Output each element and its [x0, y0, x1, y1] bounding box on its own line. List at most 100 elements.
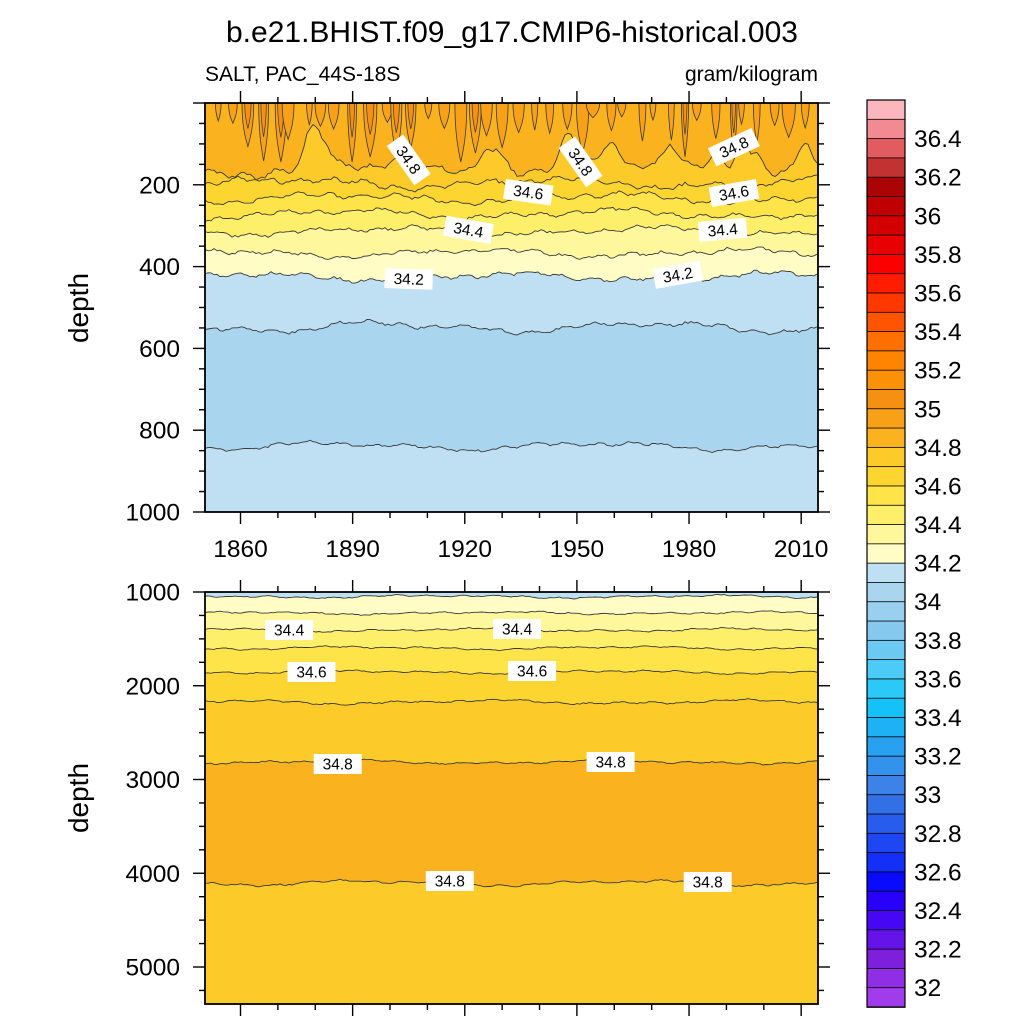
colorbar-box [866, 755, 906, 777]
x-axis-tick-label: 1860 [213, 536, 268, 563]
surface-plume [617, 103, 627, 118]
colorbar-box [866, 910, 906, 931]
colorbar-box [866, 601, 906, 622]
contour-label-text: 34.4 [452, 220, 485, 242]
contour-label: 34.6 [503, 178, 554, 206]
colorbar-box [866, 736, 906, 757]
fill-band [205, 879, 818, 1004]
surface-plume-core [471, 103, 479, 133]
surface-plume [454, 103, 468, 163]
y-axis-tick-label: 200 [139, 172, 180, 199]
contour-label-bg [313, 754, 362, 774]
panel-border [204, 591, 819, 1005]
contour-label-bg [493, 619, 542, 639]
colorbar-box [866, 620, 906, 642]
surface-plume [692, 103, 702, 122]
contour-line [205, 206, 818, 222]
colorbar-box [866, 813, 906, 835]
contour-line [205, 758, 818, 766]
colorbar-tick-label: 35.4 [914, 319, 962, 346]
contour-label: 34.4 [697, 217, 748, 242]
contour-label-bg [558, 136, 603, 188]
y-axis-tick-label: 1000 [125, 500, 180, 527]
y-axis-tick-label: 3000 [125, 767, 180, 794]
colorbar-box [866, 968, 906, 989]
contour-line [205, 698, 818, 706]
colorbar-box [866, 118, 906, 140]
colorbar-tick-label: 34.8 [914, 435, 962, 462]
colorbar-box [866, 987, 906, 1008]
contour-label-text: 34.8 [323, 757, 353, 774]
contour-label-bg [697, 217, 748, 242]
contour-label: 34.4 [265, 620, 314, 640]
contour-line [205, 246, 818, 260]
contour-label-bg [503, 178, 554, 206]
contour-line [205, 269, 818, 284]
surface-plume [781, 103, 796, 139]
y-axis-tick-label: 400 [139, 254, 180, 281]
contour-label-text: 34.4 [502, 622, 533, 639]
colorbar-box [866, 485, 906, 507]
surface-plume-core [392, 103, 400, 133]
contour-label: 34.8 [313, 754, 362, 774]
contour-label-bg [384, 268, 434, 290]
colorbar-tick-label: 35.6 [914, 281, 962, 308]
colorbar-tick-label: 34.6 [914, 474, 962, 501]
contour-label-text: 34.8 [693, 875, 723, 892]
colorbar-box [866, 890, 906, 912]
contour-label: 34.6 [287, 662, 336, 682]
contour-label: 34.2 [384, 268, 434, 290]
contour-label-text: 34.4 [274, 623, 305, 640]
colorbar-box [866, 138, 906, 159]
contour-line [205, 319, 818, 336]
surface-plume [562, 103, 573, 131]
y-axis-tick-label: 5000 [125, 955, 180, 982]
surface-plume-core [407, 103, 415, 130]
colorbar-box [866, 794, 906, 815]
surface-plume-core [731, 103, 736, 134]
x-axis-tick-label: 1920 [438, 536, 493, 563]
colorbar-box [866, 292, 906, 314]
contour-label-text: 34.4 [707, 221, 739, 241]
contour-label: 34.8 [683, 872, 732, 892]
surface-plume-core [244, 103, 252, 129]
lower-y-axis-title: depth [63, 763, 94, 833]
surface-plume [649, 103, 657, 122]
colorbar-box [866, 639, 906, 661]
colorbar-tick-label: 33.6 [914, 666, 962, 693]
colorbar-box [866, 504, 906, 526]
contour-label-bg [287, 662, 336, 682]
colorbar-tick-label: 35.2 [914, 358, 962, 385]
colorbar-tick-label: 32.8 [914, 821, 962, 848]
colorbar-tick-label: 34.2 [914, 551, 962, 578]
surface-plume [638, 103, 647, 142]
surface-plume [424, 103, 433, 120]
surface-plume [281, 103, 295, 141]
colorbar-box [866, 466, 906, 487]
surface-plume [228, 103, 238, 125]
colorbar-box [866, 543, 906, 564]
colorbar-box [866, 311, 906, 333]
x-axis-tick-label: 1890 [325, 536, 380, 563]
contour-label: 34.4 [493, 619, 542, 639]
colorbar-box [866, 408, 906, 429]
contour-label-text: 34.2 [393, 271, 424, 289]
surface-plume [531, 103, 539, 131]
colorbar-box [866, 562, 906, 584]
contour-label-bg [443, 215, 494, 244]
contour-label-bg [586, 752, 635, 772]
contour-label-text: 34.8 [596, 755, 626, 772]
contour-label-text: 34.6 [517, 664, 547, 681]
x-axis-labels: 1860 1890 1920 1950 1980 2010 [213, 536, 828, 563]
contour-label: 34.8 [425, 871, 474, 891]
colorbar-box [866, 99, 906, 121]
colorbar-tick-label: 32.4 [914, 898, 962, 925]
colorbar-tick-label: 33.2 [914, 744, 962, 771]
contour-label: 34.8 [586, 752, 635, 772]
contour-label: 34.6 [708, 178, 760, 208]
colorbar-box [866, 948, 906, 970]
x-axis-tick-label: 1950 [550, 536, 605, 563]
colorbar-box [866, 331, 906, 352]
